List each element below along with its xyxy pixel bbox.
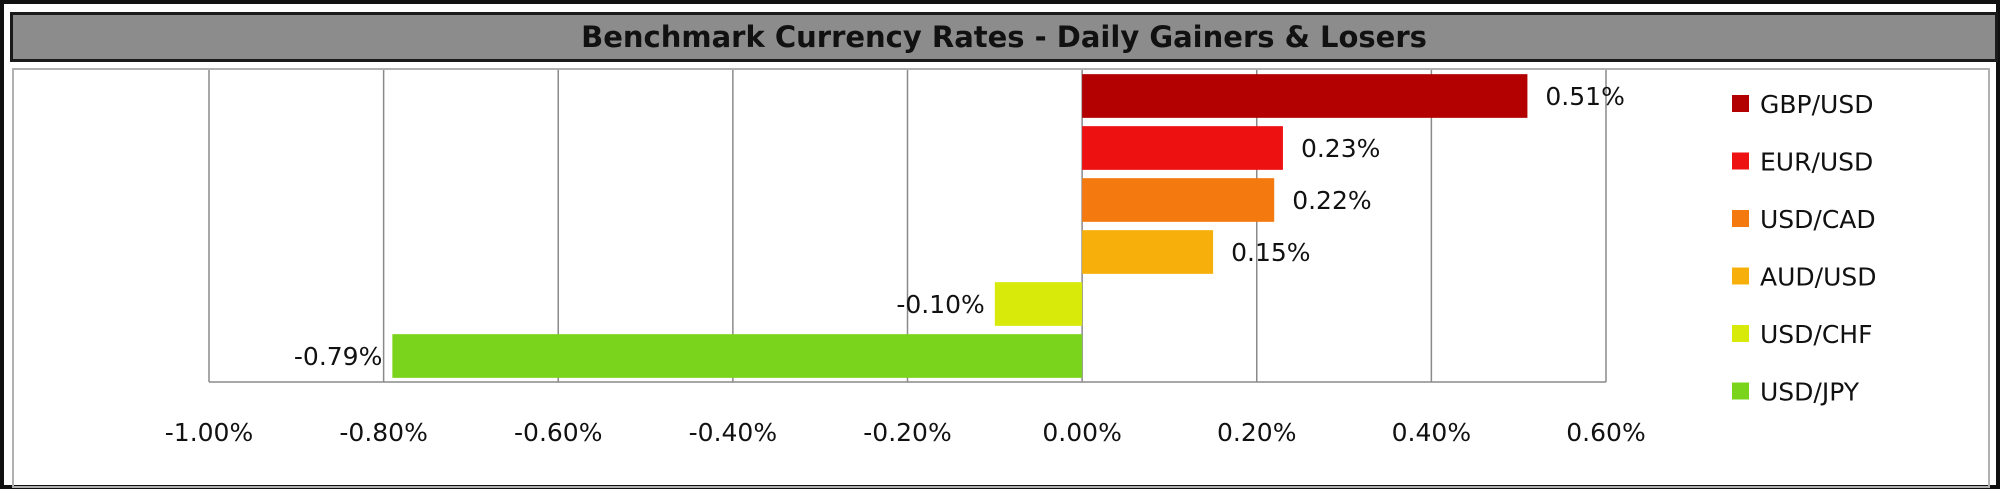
legend-swatch [1732,382,1749,400]
x-tick-label: -0.40% [689,418,777,447]
legend-swatch [1732,210,1749,227]
data-label: 0.51% [1545,82,1624,111]
legend-item: USD/JPY [1760,378,1860,407]
bar [1082,230,1214,274]
bar [1082,178,1275,222]
x-tick-label: 0.00% [1042,418,1121,447]
legend-item: AUD/USD [1760,263,1877,292]
x-tick-label: -0.20% [863,418,951,447]
data-label: -0.79% [294,342,382,371]
legend-item: USD/CHF [1760,320,1872,349]
x-tick-label: -0.60% [514,418,602,447]
x-tick-label: 0.40% [1392,418,1471,447]
legend-swatch [1732,325,1749,342]
data-label: -0.10% [896,290,984,319]
bar [994,282,1083,326]
legend-swatch [1732,95,1749,112]
legend-item: EUR/USD [1760,148,1873,177]
x-tick-label: 0.20% [1217,418,1296,447]
bar [1082,126,1283,170]
bar [392,334,1083,378]
legend-swatch [1732,267,1749,285]
x-tick-label: 0.60% [1566,418,1645,447]
data-label: 0.22% [1292,186,1371,215]
chart-title: Benchmark Currency Rates - Daily Gainers… [581,20,1427,54]
bar-chart: -1.00% -0.80% -0.60% -0.40% -0.20% 0.00% 0.20%… [165,70,1877,447]
legend-item: USD/CAD [1760,205,1876,234]
plot-area-border [12,68,1990,488]
bar [1082,74,1528,118]
x-tick-label: -0.80% [339,418,427,447]
data-label: 0.15% [1231,238,1310,267]
legend-item: GBP/USD [1760,90,1873,119]
data-label: 0.23% [1301,134,1380,163]
chart-title-bar: Benchmark Currency Rates - Daily Gainers… [10,12,1998,62]
x-tick-label: -1.00% [165,418,253,447]
legend-swatch [1732,152,1749,170]
